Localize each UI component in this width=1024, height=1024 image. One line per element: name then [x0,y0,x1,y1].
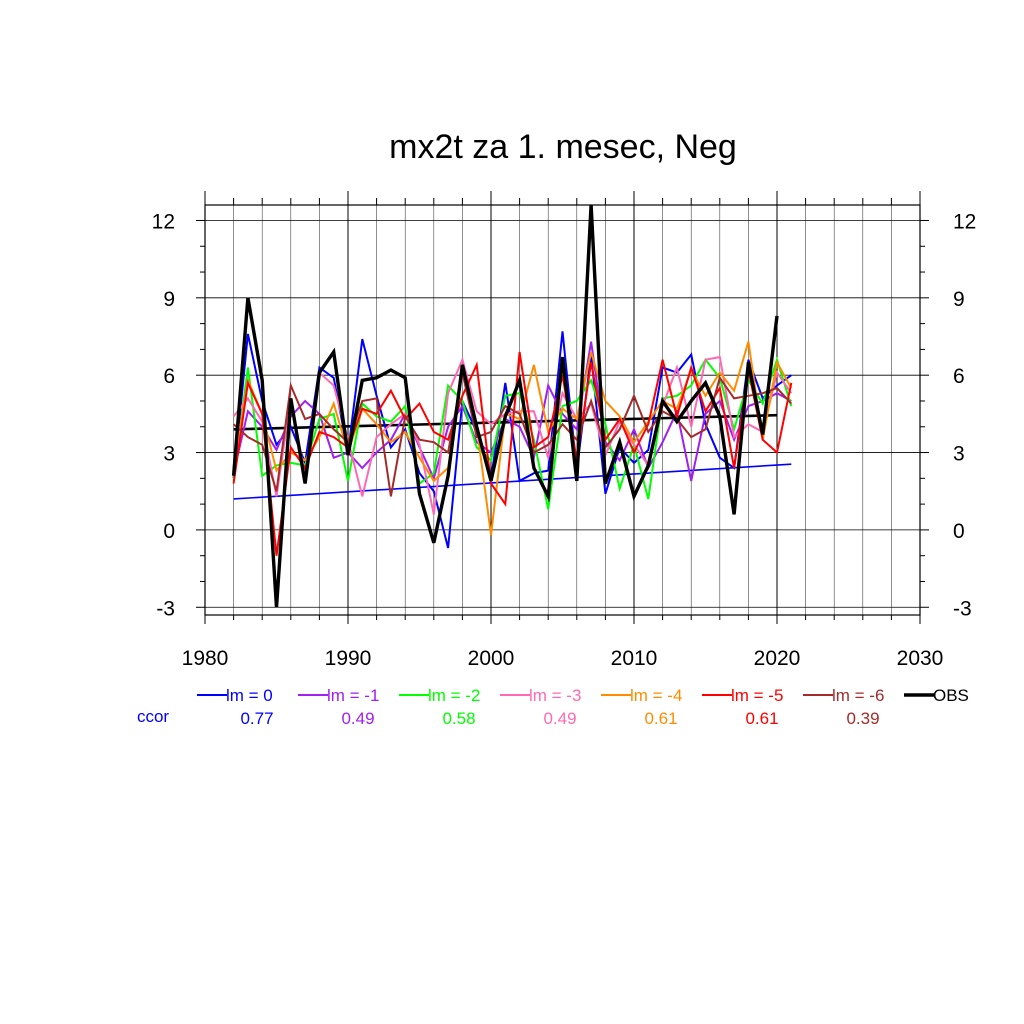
y-tick-label-left: 3 [163,443,175,466]
x-tick-label: 1980 [182,647,229,670]
legend-label: lm = -1 [327,686,379,705]
legend-ccor-value: 0.39 [846,709,879,728]
y-tick-label-right: 3 [953,443,965,466]
x-tick-label: 2030 [897,647,944,670]
x-tick-label: 2010 [611,647,658,670]
plot-frame [204,204,921,616]
y-tick-label-left: 12 [152,210,175,233]
x-tick-label: 2000 [468,647,515,670]
legend-ccor-value: 0.49 [341,709,374,728]
x-tick-label: 2020 [754,647,801,670]
chart-title: mx2t za 1. mesec, Neg [389,128,737,166]
legend-ccor-value: 0.61 [644,709,677,728]
y-tick-label-right: 9 [953,288,965,311]
y-tick-label-left: 9 [163,288,175,311]
legend-label: lm = -5 [731,686,783,705]
legend-label: lm = -4 [630,686,682,705]
y-tick-label-right: 0 [953,520,965,543]
y-tick-label-right: 6 [953,365,965,388]
axis-ticks [196,191,929,624]
y-tick-label-right: 12 [953,210,976,233]
series-line [232,372,793,497]
legend-label: lm = -2 [428,686,480,705]
legend-ccor-value: 0.61 [745,709,778,728]
legend: ccor lm = 0 0.77 lm = -1 0.49 lm = -2 0.58 lm … [137,686,969,728]
series-lines [231,204,793,608]
legend-label: lm = -6 [832,686,884,705]
legend-ccor-value: 0.49 [543,709,576,728]
trend-line [233,463,792,500]
y-tick-label-left: 0 [163,520,175,543]
series-line [231,204,779,608]
legend-ccor-value: 0.77 [240,709,273,728]
legend-label: OBS [933,686,969,705]
legend-label: lm = -3 [529,686,581,705]
legend-ccor-value: 0.58 [442,709,475,728]
y-tick-label-right: -3 [953,597,972,620]
legend-label: lm = 0 [226,686,273,705]
y-tick-label-left: -3 [156,597,175,620]
x-tick-label: 1990 [325,647,372,670]
y-tick-label-left: 6 [163,365,175,388]
tick-labels: 1980 1990 2000 2010 2020 2030 -3 -3 0 0 3 3 6 6 9 9 12 12 [152,210,977,670]
legend-ccor-label: ccor [137,707,169,726]
